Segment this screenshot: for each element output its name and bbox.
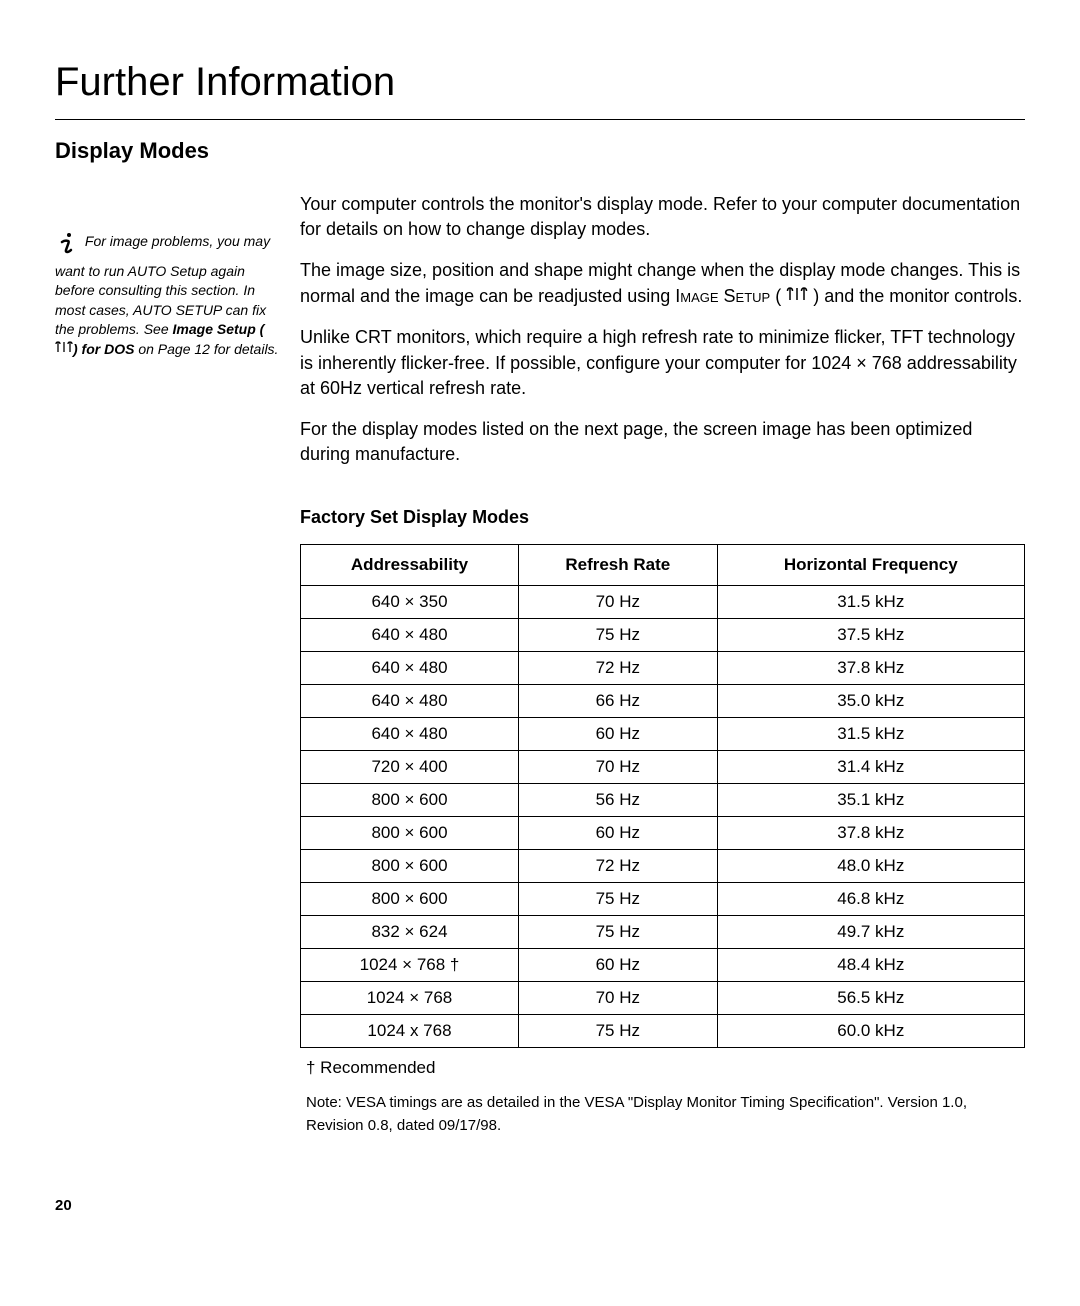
page-number: 20 [55,1197,1025,1214]
table-cell: 720 × 400 [301,751,519,784]
table-cell: 46.8 kHz [717,883,1024,916]
sidebar-note: For image problems, you may want to run … [55,232,280,360]
paragraph-1: Your computer controls the monitor's dis… [300,192,1025,242]
main-column: Your computer controls the monitor's dis… [300,192,1025,1137]
table-cell: 800 × 600 [301,784,519,817]
table-row: 832 × 62475 Hz49.7 kHz [301,916,1025,949]
table-cell: 60.0 kHz [717,1015,1024,1048]
table-row: 720 × 40070 Hz31.4 kHz [301,751,1025,784]
table-header-row: Addressability Refresh Rate Horizontal F… [301,545,1025,586]
table-cell: 640 × 480 [301,685,519,718]
sidebar-text-b: on Page 12 for details. [138,341,278,357]
table-row: 1024 × 76870 Hz56.5 kHz [301,982,1025,1015]
table-row: 800 × 60072 Hz48.0 kHz [301,850,1025,883]
table-row: 640 × 48075 Hz37.5 kHz [301,619,1025,652]
table-cell: 640 × 480 [301,652,519,685]
table-row: 1024 x 76875 Hz60.0 kHz [301,1015,1025,1048]
col-addressability: Addressability [301,545,519,586]
table-footnote: † Recommended [300,1058,1025,1078]
table-row: 640 × 48072 Hz37.8 kHz [301,652,1025,685]
setup-icon [786,284,808,309]
para2-c: ) and the monitor controls. [808,286,1022,306]
table-row: 640 × 48066 Hz35.0 kHz [301,685,1025,718]
table-cell: 1024 x 768 [301,1015,519,1048]
table-cell: 31.5 kHz [717,718,1024,751]
setup-icon-small [55,340,73,360]
display-modes-table: Addressability Refresh Rate Horizontal F… [300,544,1025,1048]
page-title: Further Information [55,60,1025,105]
table-cell: 72 Hz [518,652,717,685]
table-cell: 60 Hz [518,817,717,850]
table-cell: 37.8 kHz [717,652,1024,685]
table-cell: 48.0 kHz [717,850,1024,883]
col-refresh-rate: Refresh Rate [518,545,717,586]
table-cell: 75 Hz [518,883,717,916]
content-wrap: For image problems, you may want to run … [55,192,1025,1137]
table-row: 800 × 60075 Hz46.8 kHz [301,883,1025,916]
table-cell: 60 Hz [518,949,717,982]
section-heading: Display Modes [55,138,1025,164]
table-cell: 75 Hz [518,916,717,949]
table-cell: 70 Hz [518,586,717,619]
table-row: 1024 × 768 †60 Hz48.4 kHz [301,949,1025,982]
paragraph-3: Unlike CRT monitors, which require a hig… [300,325,1025,401]
table-cell: 1024 × 768 [301,982,519,1015]
table-cell: 75 Hz [518,619,717,652]
col-horizontal-freq: Horizontal Frequency [717,545,1024,586]
table-cell: 56.5 kHz [717,982,1024,1015]
table-cell: 35.1 kHz [717,784,1024,817]
table-cell: 49.7 kHz [717,916,1024,949]
table-cell: 56 Hz [518,784,717,817]
table-cell: 48.4 kHz [717,949,1024,982]
table-cell: 70 Hz [518,751,717,784]
title-rule [55,119,1025,120]
paragraph-4: For the display modes listed on the next… [300,417,1025,467]
table-cell: 70 Hz [518,982,717,1015]
paragraph-2: The image size, position and shape might… [300,258,1025,309]
table-cell: 37.8 kHz [717,817,1024,850]
table-row: 640 × 48060 Hz31.5 kHz [301,718,1025,751]
table-cell: 35.0 kHz [717,685,1024,718]
table-cell: 75 Hz [518,1015,717,1048]
table-cell: 66 Hz [518,685,717,718]
table-cell: 37.5 kHz [717,619,1024,652]
table-cell: 640 × 480 [301,718,519,751]
para2-b: ( [770,286,786,306]
table-cell: 31.4 kHz [717,751,1024,784]
table-row: 800 × 60056 Hz35.1 kHz [301,784,1025,817]
table-cell: 800 × 600 [301,850,519,883]
table-cell: 640 × 350 [301,586,519,619]
table-cell: 640 × 480 [301,619,519,652]
table-cell: 800 × 600 [301,883,519,916]
table-cell: 1024 × 768 † [301,949,519,982]
info-icon [55,232,77,262]
left-column: For image problems, you may want to run … [55,192,280,1137]
table-cell: 800 × 600 [301,817,519,850]
table-note: Note: VESA timings are as detailed in th… [300,1092,1025,1137]
table-cell: 31.5 kHz [717,586,1024,619]
table-cell: 72 Hz [518,850,717,883]
table-row: 640 × 35070 Hz31.5 kHz [301,586,1025,619]
para2-smallcaps: Image Setup [675,286,770,306]
table-row: 800 × 60060 Hz37.8 kHz [301,817,1025,850]
table-cell: 60 Hz [518,718,717,751]
table-cell: 832 × 624 [301,916,519,949]
table-heading: Factory Set Display Modes [300,507,1025,528]
